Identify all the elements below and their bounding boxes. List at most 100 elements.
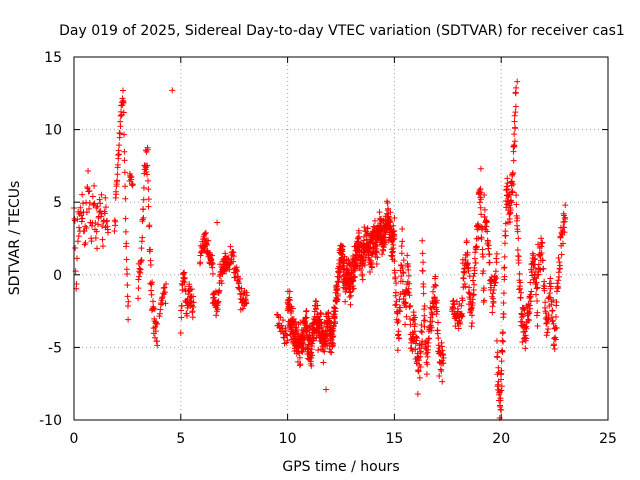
data-point <box>407 321 414 328</box>
data-point <box>137 266 144 273</box>
data-point <box>214 299 221 306</box>
data-point <box>473 244 480 251</box>
data-point <box>466 284 473 291</box>
data-point <box>104 217 111 224</box>
data-point <box>352 273 359 280</box>
data-point <box>538 243 545 250</box>
data-point <box>461 269 468 276</box>
data-point <box>387 218 394 225</box>
data-point <box>498 406 505 413</box>
data-point <box>186 281 193 288</box>
data-point <box>541 283 548 290</box>
data-point <box>114 161 121 168</box>
data-point <box>373 242 380 249</box>
data-point <box>94 203 101 210</box>
data-point <box>555 284 562 291</box>
data-point <box>534 284 541 291</box>
data-point <box>460 275 467 282</box>
data-point <box>545 311 552 318</box>
data-point <box>205 237 212 244</box>
data-point <box>481 206 488 213</box>
data-point <box>342 298 349 305</box>
data-point <box>469 319 476 326</box>
data-point <box>321 348 328 355</box>
data-point <box>125 298 132 305</box>
data-point <box>391 214 398 221</box>
data-point <box>541 278 548 285</box>
data-point <box>406 292 413 299</box>
data-point <box>347 270 354 277</box>
data-point <box>73 280 80 287</box>
data-point <box>140 206 147 213</box>
data-point <box>481 191 488 198</box>
data-point <box>216 287 223 294</box>
data-point <box>89 193 96 200</box>
data-point <box>81 228 88 235</box>
data-point <box>433 310 440 317</box>
data-point <box>514 215 521 222</box>
data-point <box>419 329 426 336</box>
data-point <box>305 333 312 340</box>
data-point <box>480 267 487 274</box>
data-point <box>74 216 81 223</box>
data-point <box>514 246 521 253</box>
data-point <box>92 220 99 227</box>
data-point <box>553 313 560 320</box>
data-point <box>119 87 126 94</box>
data-point <box>74 238 81 245</box>
data-point <box>551 345 558 352</box>
data-point <box>498 383 505 390</box>
data-point <box>380 247 387 254</box>
data-point <box>317 311 324 318</box>
data-point <box>374 254 381 261</box>
data-point <box>385 205 392 212</box>
data-point <box>145 177 152 184</box>
data-point <box>470 273 477 280</box>
data-point <box>541 304 548 311</box>
data-point <box>140 196 147 203</box>
data-point <box>351 273 358 280</box>
data-point <box>562 214 569 221</box>
data-point <box>498 367 505 374</box>
data-point <box>116 142 123 149</box>
data-point <box>335 278 342 285</box>
data-point <box>437 366 444 373</box>
data-point <box>501 240 508 247</box>
data-point <box>403 313 410 320</box>
data-point <box>552 336 559 343</box>
data-point <box>376 209 383 216</box>
data-point <box>440 360 447 367</box>
data-point <box>286 288 293 295</box>
data-point <box>101 210 108 217</box>
data-point <box>515 235 522 242</box>
data-point <box>463 237 470 244</box>
x-tick-label: 15 <box>385 431 403 447</box>
data-point <box>507 207 514 214</box>
data-point <box>532 255 539 262</box>
data-point <box>123 240 130 247</box>
data-point <box>391 231 398 238</box>
data-point <box>214 306 221 313</box>
data-point <box>394 347 401 354</box>
data-point <box>511 143 518 150</box>
data-point <box>404 288 411 295</box>
data-point <box>515 259 522 266</box>
data-point <box>99 236 106 243</box>
data-point <box>90 201 97 208</box>
data-point <box>468 323 475 330</box>
data-point <box>201 230 208 237</box>
data-point <box>279 325 286 332</box>
data-point <box>323 386 330 393</box>
data-point <box>230 258 237 265</box>
y-axis-title: SDTVAR / TECUs <box>7 181 23 296</box>
data-point <box>158 295 165 302</box>
data-point <box>215 298 222 305</box>
x-tick-label: 0 <box>70 431 79 447</box>
data-point <box>239 305 246 312</box>
data-point <box>98 213 105 220</box>
data-point <box>96 196 103 203</box>
data-point <box>421 306 428 313</box>
data-point <box>343 265 350 272</box>
data-point <box>508 178 515 185</box>
data-point <box>477 196 484 203</box>
